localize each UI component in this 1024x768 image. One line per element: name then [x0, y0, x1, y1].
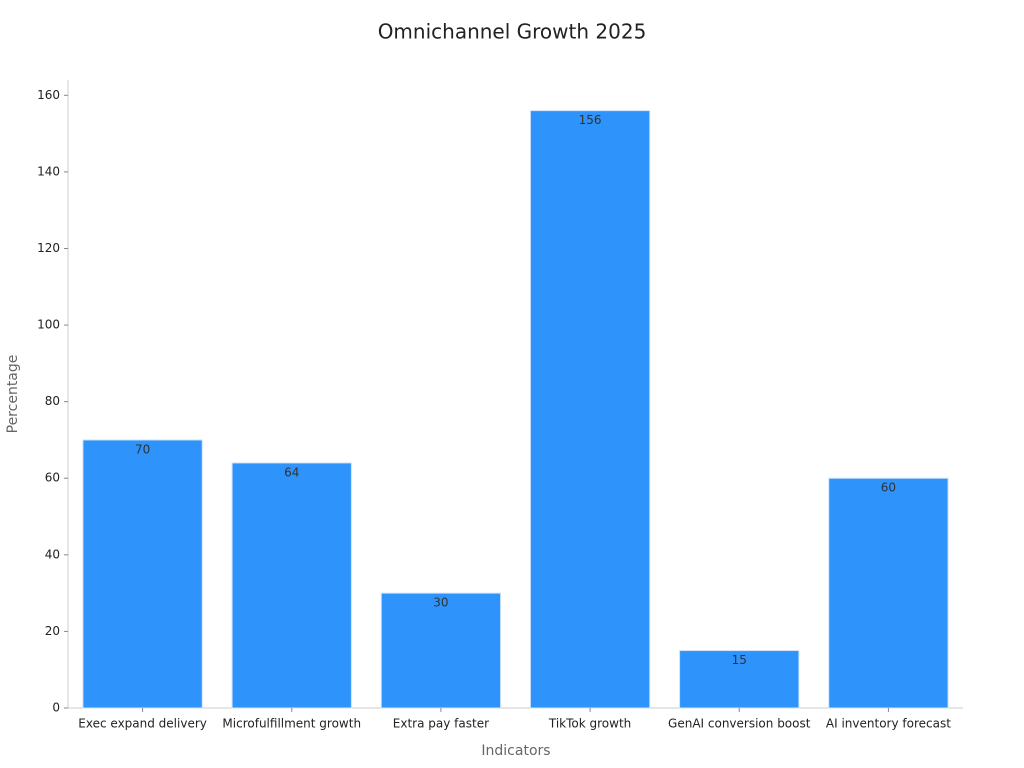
y-tick-label: 160 [37, 88, 60, 102]
bar [679, 650, 800, 709]
x-tick-label: GenAI conversion boost [668, 717, 811, 731]
y-tick-label: 120 [37, 241, 60, 255]
value-label: 30 [433, 596, 448, 610]
value-label: 15 [732, 653, 747, 667]
y-tick-label: 20 [45, 624, 60, 638]
y-tick-label: 80 [45, 394, 60, 408]
value-label: 64 [284, 465, 299, 479]
bar [231, 462, 352, 709]
x-tick-label: Extra pay faster [393, 717, 489, 731]
bar [828, 477, 949, 709]
bar [380, 592, 502, 709]
bar [82, 439, 203, 709]
x-tick-label: AI inventory forecast [826, 717, 951, 731]
value-label: 156 [579, 113, 602, 127]
x-tick-label: TikTok growth [548, 717, 631, 731]
x-tick-label: Microfulfillment growth [222, 717, 361, 731]
value-label: 60 [881, 481, 896, 495]
y-tick-label: 140 [37, 164, 60, 178]
chart-title: Omnichannel Growth 2025 [378, 20, 647, 44]
y-tick-label: 60 [45, 471, 60, 485]
value-label: 70 [135, 442, 150, 456]
x-tick-label: Exec expand delivery [78, 717, 207, 731]
y-tick-label: 100 [37, 318, 60, 332]
y-tick-label: 40 [45, 547, 60, 561]
y-axis-title: Percentage [5, 355, 21, 434]
y-tick-label: 0 [52, 701, 60, 715]
bar [529, 110, 651, 709]
x-axis-title: Indicators [481, 743, 550, 759]
